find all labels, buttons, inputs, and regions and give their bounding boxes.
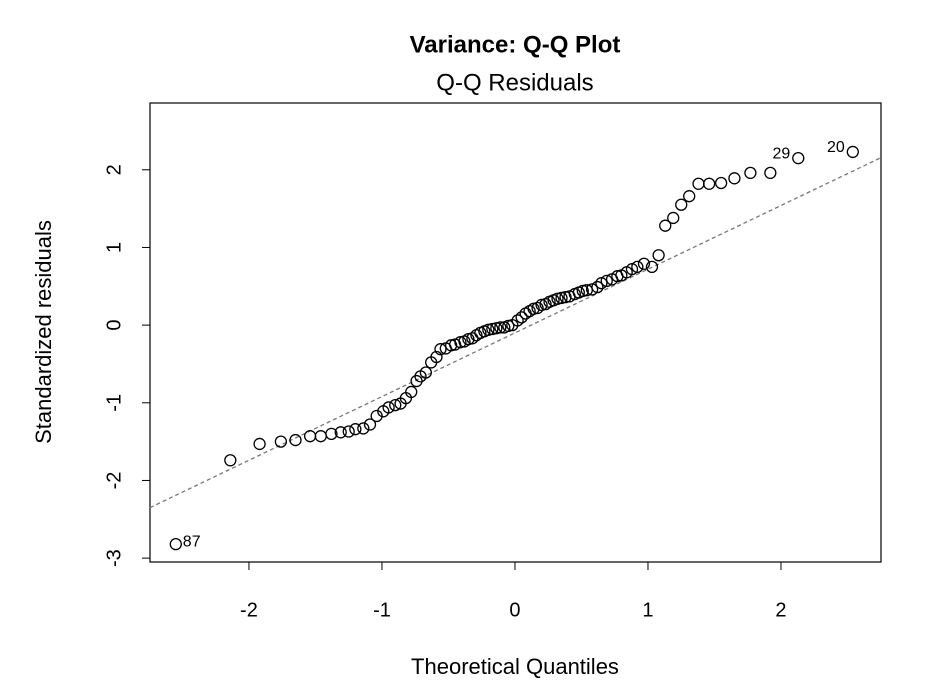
point: [430, 350, 443, 364]
point: [555, 291, 568, 305]
point-label: 87: [183, 533, 201, 550]
point: [454, 336, 467, 349]
x-tick-label: 0: [509, 599, 520, 621]
point-label: 20: [827, 139, 845, 156]
y-tick-label: -1: [103, 394, 125, 412]
point: [363, 418, 377, 431]
point: [494, 321, 507, 334]
point: [289, 433, 302, 447]
point: [675, 198, 688, 211]
point: [389, 398, 402, 412]
point: [595, 277, 608, 290]
point: [314, 430, 327, 443]
point: [535, 298, 548, 312]
point: [434, 343, 447, 356]
x-tick-label: 2: [775, 599, 786, 621]
y-tick-label: 1: [103, 242, 125, 253]
point: [703, 177, 716, 190]
point: [692, 177, 705, 190]
point: [637, 257, 651, 270]
point: [325, 427, 338, 441]
point: [274, 435, 288, 448]
point: [405, 385, 418, 399]
x-tick-label: -2: [240, 599, 258, 621]
point: [625, 263, 639, 276]
point: [576, 284, 589, 298]
point: [631, 260, 644, 274]
point-label: 29: [772, 145, 790, 162]
point: [551, 292, 564, 305]
point: [419, 366, 433, 379]
point: [462, 332, 475, 346]
point: [714, 176, 728, 190]
point: [531, 301, 544, 315]
point: [652, 249, 665, 262]
point: [342, 425, 355, 438]
point: [382, 401, 395, 414]
point: [370, 409, 383, 423]
point: [357, 422, 370, 435]
point: [683, 190, 696, 203]
point: [600, 274, 613, 288]
point: [486, 322, 499, 336]
y-tick-label: 2: [103, 164, 125, 175]
plot-frame: [149, 102, 882, 563]
point: [585, 283, 599, 296]
point: [511, 314, 524, 327]
point: [349, 423, 362, 436]
point: [527, 302, 540, 315]
point: [591, 280, 604, 294]
x-axis-label: Theoretical Quantiles: [411, 654, 619, 679]
point: [334, 426, 347, 439]
reference-line: [149, 157, 882, 509]
y-tick-label: -2: [103, 472, 125, 490]
y-axis-label: Standardized residuals: [31, 220, 56, 444]
chart-subtitle: Q-Q Residuals: [436, 69, 593, 96]
point: [728, 172, 741, 185]
point: [482, 323, 495, 336]
point: [515, 311, 528, 324]
point: [764, 166, 777, 180]
point: [659, 219, 672, 232]
point: [490, 322, 503, 335]
point: [645, 260, 659, 274]
point: [502, 319, 515, 333]
point: [792, 151, 805, 165]
point: [667, 211, 680, 225]
point: [253, 437, 266, 451]
point: [224, 454, 237, 467]
point: [744, 166, 757, 180]
point: [169, 537, 182, 551]
point: [846, 145, 859, 159]
x-tick-label: -1: [373, 599, 391, 621]
y-tick-label: 0: [103, 320, 125, 331]
y-tick-label: -3: [103, 549, 125, 567]
chart-title: Variance: Q-Q Plot: [410, 31, 621, 58]
x-tick-label: 1: [642, 599, 653, 621]
point: [303, 430, 317, 443]
